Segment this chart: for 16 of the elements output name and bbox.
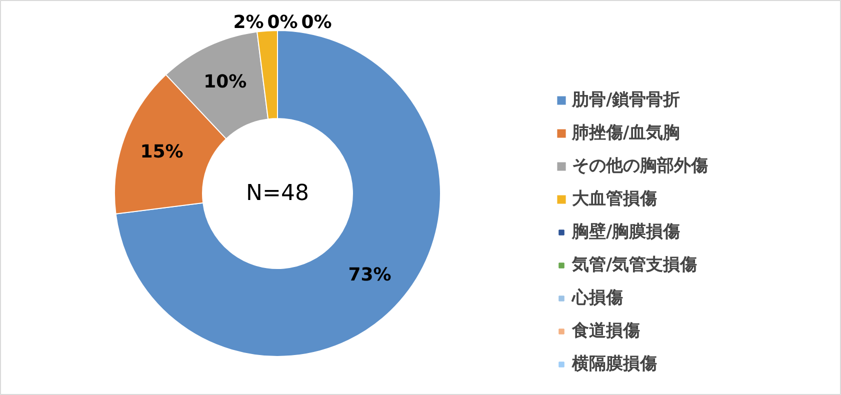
legend-label: その他の胸部外傷 (572, 155, 708, 177)
legend-label: 肺挫傷/血気胸 (572, 122, 680, 144)
data-label: 10% (204, 72, 247, 93)
data-label: 15% (140, 141, 184, 162)
text: 0% (301, 12, 332, 33)
legend-label: 大血管損傷 (572, 188, 657, 210)
text: 0% (267, 12, 298, 33)
legend-label: 横隔膜損傷 (572, 353, 657, 375)
legend-label: 肋骨/鎖骨骨折 (572, 89, 680, 111)
legend-label: 胸壁/胸膜損傷 (572, 221, 680, 243)
legend-label: 心損傷 (572, 287, 623, 309)
legend-label: 食道損傷 (572, 320, 640, 342)
data-label: 73% (348, 264, 392, 286)
legend-label: 気管/気管支損傷 (572, 254, 698, 276)
data-label: 2% (233, 12, 264, 33)
text: N=48 (246, 181, 309, 206)
